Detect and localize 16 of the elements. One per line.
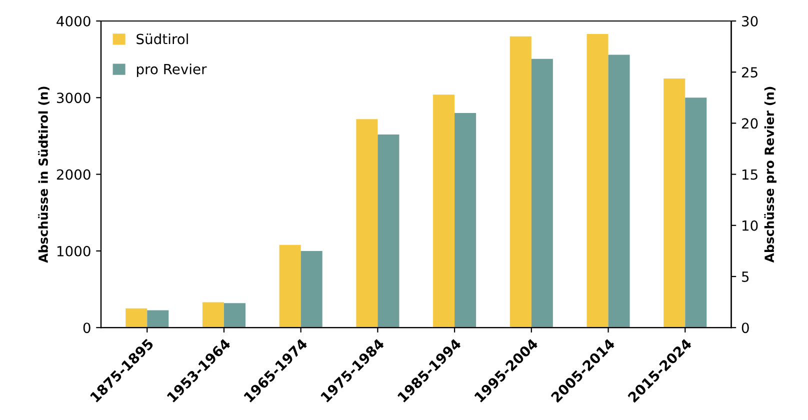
y2-tick-label: 10	[742, 220, 758, 231]
legend-label: Südtirol	[136, 34, 188, 44]
y2-tick-label: 20	[742, 118, 758, 129]
y-tick-label: 4000	[56, 16, 90, 26]
y2-axis-title: Abschüsse pro Revier (n)	[764, 86, 776, 263]
y2-tick-label: 5	[742, 272, 749, 282]
y2-tick-label: 25	[742, 67, 758, 78]
y2-tick-label: 30	[742, 16, 758, 26]
y-tick-label: 0	[83, 322, 90, 334]
y2-tick-label: 15	[742, 169, 758, 180]
legend-label: pro Revier	[136, 64, 207, 78]
y-axis-title: Abschüsse in Südtirol (n)	[38, 86, 50, 263]
y-tick-label: 3000	[56, 92, 90, 104]
y-tick-label: 1000	[57, 246, 90, 256]
y2-tick-label: 0	[742, 322, 749, 334]
y-tick-label: 2000	[56, 169, 90, 180]
